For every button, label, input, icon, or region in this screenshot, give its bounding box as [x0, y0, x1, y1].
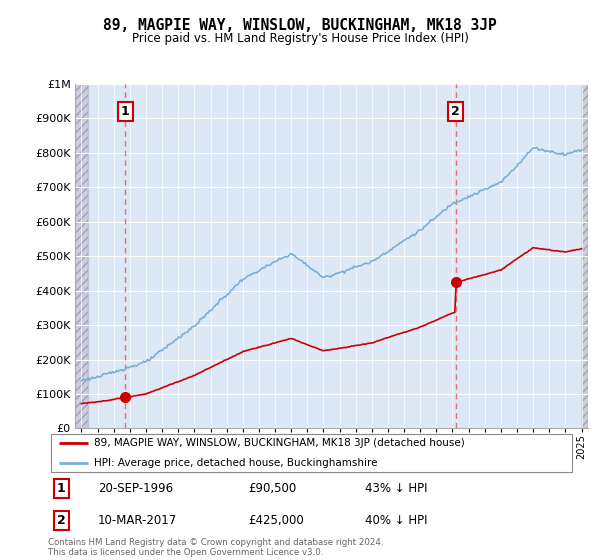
Text: Contains HM Land Registry data © Crown copyright and database right 2024.
This d: Contains HM Land Registry data © Crown c…	[48, 538, 383, 557]
Text: 40% ↓ HPI: 40% ↓ HPI	[365, 514, 427, 527]
Bar	[581, 84, 588, 428]
Text: £90,500: £90,500	[248, 482, 297, 495]
Text: £425,000: £425,000	[248, 514, 304, 527]
Text: 43% ↓ HPI: 43% ↓ HPI	[365, 482, 427, 495]
Text: 10-MAR-2017: 10-MAR-2017	[98, 514, 178, 527]
Text: 1: 1	[121, 105, 130, 118]
Text: HPI: Average price, detached house, Buckinghamshire: HPI: Average price, detached house, Buck…	[94, 458, 378, 468]
Text: 2: 2	[57, 514, 65, 527]
Bar	[581, 84, 588, 428]
Text: 89, MAGPIE WAY, WINSLOW, BUCKINGHAM, MK18 3JP: 89, MAGPIE WAY, WINSLOW, BUCKINGHAM, MK1…	[103, 18, 497, 33]
Text: Price paid vs. HM Land Registry's House Price Index (HPI): Price paid vs. HM Land Registry's House …	[131, 32, 469, 45]
Text: 20-SEP-1996: 20-SEP-1996	[98, 482, 173, 495]
Bar	[75, 84, 88, 428]
Text: 2: 2	[451, 105, 460, 118]
Text: 1: 1	[57, 482, 65, 495]
Text: 89, MAGPIE WAY, WINSLOW, BUCKINGHAM, MK18 3JP (detached house): 89, MAGPIE WAY, WINSLOW, BUCKINGHAM, MK1…	[94, 438, 465, 448]
Bar	[75, 84, 88, 428]
FancyBboxPatch shape	[50, 433, 572, 473]
